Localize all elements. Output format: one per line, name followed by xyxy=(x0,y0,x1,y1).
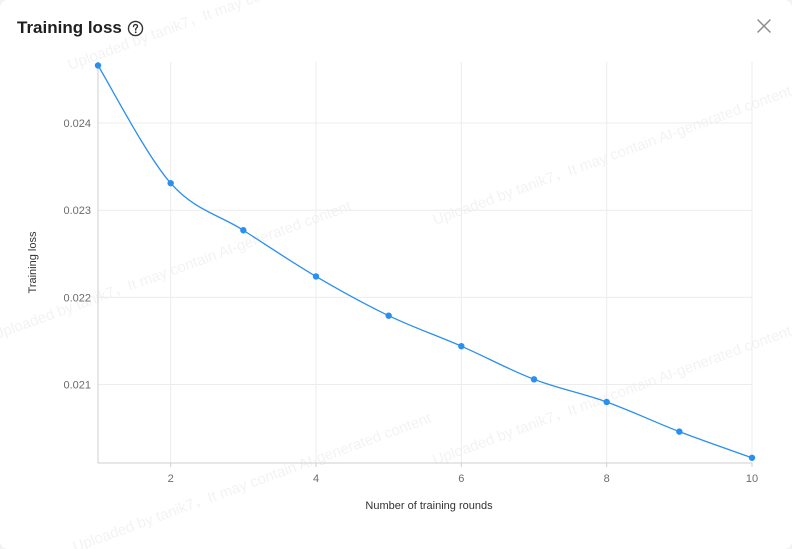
dialog-title: Training loss xyxy=(17,18,122,37)
series-line xyxy=(97,65,753,459)
watermark-text: Uploaded by tanik7，It may contain AI-gen… xyxy=(0,197,354,343)
dialog-header: Training loss xyxy=(17,17,144,39)
x-tick-label: 2 xyxy=(168,473,174,485)
watermark-text: Uploaded by tanik7，It may contain AI-gen… xyxy=(71,409,435,549)
x-axis-label: Number of training rounds xyxy=(365,500,493,512)
data-point xyxy=(458,342,465,350)
x-tick-label: 6 xyxy=(458,473,464,485)
y-tick-label: 0.021 xyxy=(63,380,91,392)
x-tick-label: 8 xyxy=(604,473,610,485)
close-icon xyxy=(757,19,771,33)
data-point xyxy=(312,273,320,280)
data-point xyxy=(676,428,683,435)
y-tick-label: 0.024 xyxy=(63,118,91,130)
y-axis-label: Training loss xyxy=(27,231,39,293)
watermark-text: Uploaded by tanik7，It may contain AI-gen… xyxy=(431,82,792,228)
x-tick-label: 10 xyxy=(746,473,758,485)
data-point xyxy=(240,227,247,234)
x-tick-label: 4 xyxy=(313,473,319,485)
close-button[interactable] xyxy=(752,14,776,38)
data-point xyxy=(94,62,102,69)
data-point xyxy=(385,312,392,319)
watermark-text: Uploaded by tanik7，It may contain AI-gen… xyxy=(66,0,430,74)
watermark-text: Uploaded by tanik7，It may contain AI-gen… xyxy=(431,322,792,468)
data-point xyxy=(748,454,756,461)
y-tick-label: 0.022 xyxy=(63,292,91,304)
question-circle-icon[interactable] xyxy=(127,20,144,37)
data-point xyxy=(167,179,174,187)
data-point xyxy=(530,376,538,383)
data-point xyxy=(603,398,610,406)
y-tick-label: 0.023 xyxy=(63,205,91,217)
